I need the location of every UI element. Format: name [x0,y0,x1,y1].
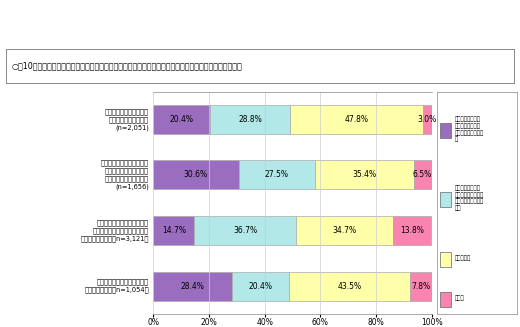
Text: 34.7%: 34.7% [333,226,357,235]
Text: 7.8%: 7.8% [411,282,431,291]
Bar [410,272,432,301]
Text: 47.8%: 47.8% [345,115,369,124]
Text: 13.8%: 13.8% [400,226,424,235]
Bar [153,105,210,134]
Text: 20.4%: 20.4% [170,115,194,124]
Text: 20.4%: 20.4% [249,282,273,291]
Text: 「農家の自主性や経営の自由
度が高まるように見直すべき」
と回答した農業者（n=3,121）: 「農家の自主性や経営の自由 度が高まるように見直すべき」 と回答した農業者（n=… [81,219,149,242]
Text: 28.4%: 28.4% [181,282,205,291]
Text: 「生産調整をやめるべき」と
回答した農業者（n=1,054）: 「生産調整をやめるべき」と 回答した農業者（n=1,054） [84,279,149,294]
Text: 27.5%: 27.5% [265,170,289,180]
Text: 35.4%: 35.4% [352,170,376,180]
Text: 36.7%: 36.7% [233,226,257,235]
Text: 3.0%: 3.0% [418,115,437,124]
Bar [315,161,413,189]
Text: 十分な数の担い手
も育たず、その経営
も安定・発展してい
ない: 十分な数の担い手 も育たず、その経営 も安定・発展してい ない [454,185,484,211]
Bar [440,192,450,207]
Bar [290,105,423,134]
Bar [210,105,290,134]
Text: 「やめる」ことの結果としゆ10年後の地域の水田農業はどうなっていると思いますか。: 「やめる」ことの結果としゆ10年後の地域の水田農業はどうなっていると思いますか。 [144,33,376,43]
Bar [153,272,232,301]
Bar [393,216,431,245]
Text: 30.6%: 30.6% [184,170,208,180]
Text: わからない: わからない [454,255,471,261]
Bar [239,161,315,189]
Text: 「生産調整を強化し、確実
に行われるように見直す
べき」と回答した農業者
(n=1,656): 「生産調整を強化し、確実 に行われるように見直す べき」と回答した農業者 (n=… [101,160,149,190]
Bar [153,216,194,245]
Text: 必要な数の担い手
が育ち、その経営
が安定・発展してい
る: 必要な数の担い手 が育ち、その経営 が安定・発展してい る [454,116,484,142]
Text: 43.5%: 43.5% [337,282,362,291]
Bar [413,161,432,189]
Text: 28.8%: 28.8% [238,115,262,124]
Bar [440,252,450,267]
Text: 》農業者》問2－2、3－3、4－2　生産調整を「現在のまま続ける」、「見直す」、: 》農業者》問2－2、3－3、4－2 生産調整を「現在のまま続ける」、「見直す」、 [142,12,378,21]
Bar [289,272,410,301]
Text: 14.7%: 14.7% [162,226,186,235]
Bar [423,105,432,134]
Bar [194,216,296,245]
Bar [296,216,393,245]
Bar [440,292,450,307]
Bar [232,272,289,301]
Text: 6.5%: 6.5% [413,170,432,180]
Bar [153,161,239,189]
Text: ○　10年後の自分の地域の水田農業の状況については、「わからない」及び無回答がほぼ半数を占めた。: ○ 10年後の自分の地域の水田農業の状況については、「わからない」及び無回答がほ… [11,62,242,71]
Bar [440,123,450,138]
Text: 無回答: 無回答 [454,296,464,301]
Text: 「現在のまま続ければよ
い」と回答した農業者
(n=2,051): 「現在のまま続ければよ い」と回答した農業者 (n=2,051) [105,108,149,131]
